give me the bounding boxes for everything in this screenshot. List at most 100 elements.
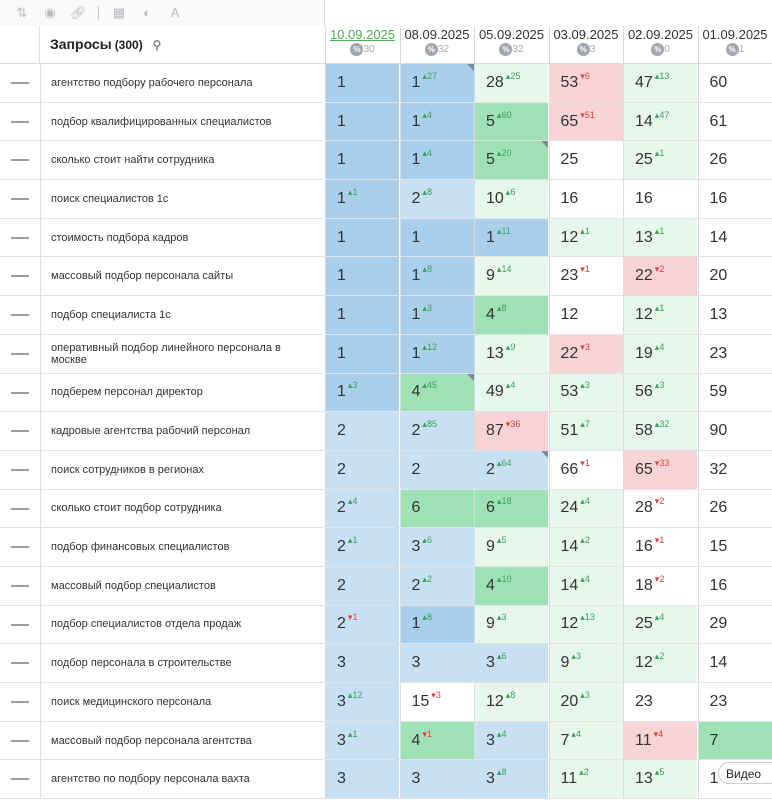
date-column-header[interactable]: 03.09.2025% 3 bbox=[548, 26, 623, 64]
position-cell[interactable]: 23 bbox=[697, 334, 772, 373]
position-cell[interactable]: 12 bbox=[548, 296, 623, 334]
row-handle-icon[interactable] bbox=[11, 314, 29, 317]
table-row[interactable]: агентство подбору рабочего персонала 1 1 ▴2… bbox=[0, 64, 772, 103]
position-cell[interactable]: 87 ▾36 bbox=[474, 412, 548, 450]
position-cell[interactable]: 3 ▴1 bbox=[325, 721, 399, 760]
query-keyword[interactable]: подбор персонала в строительстве bbox=[51, 657, 232, 670]
table-row[interactable]: стоимость подбора кадров 1 1 1 ▴11 12 ▴1 13 ▴1 14 bbox=[0, 218, 772, 258]
row-handle-icon[interactable] bbox=[11, 198, 29, 201]
note-corner-icon[interactable] bbox=[541, 141, 548, 149]
position-cell[interactable]: 26 bbox=[697, 489, 772, 528]
position-cell[interactable]: 15 bbox=[697, 528, 772, 566]
row-handle-icon[interactable] bbox=[11, 507, 29, 510]
position-cell[interactable]: 1 ▴27 bbox=[399, 64, 474, 102]
position-cell[interactable]: 1 bbox=[325, 64, 399, 102]
position-cell[interactable]: 58 ▴32 bbox=[623, 412, 697, 450]
table-row[interactable]: поиск медицинского персонала 3 ▴12 15 ▾3 12 ▴8… bbox=[0, 683, 772, 722]
table-row[interactable]: сколько стоит найти сотрудника 1 1 ▴4 5 ▴20 25… bbox=[0, 141, 772, 181]
position-cell[interactable]: 13 ▴5 bbox=[623, 760, 697, 799]
position-cell[interactable]: 16 bbox=[697, 566, 772, 605]
row-handle-icon[interactable] bbox=[11, 468, 29, 471]
date-column-header[interactable]: 10.09.2025% 30 bbox=[325, 26, 399, 64]
table-row[interactable]: кадровые агентства рабочий персонал 2 2 ▴85… bbox=[0, 412, 772, 451]
position-cell[interactable]: 14 ▴4 bbox=[548, 566, 623, 605]
position-cell[interactable]: 20 bbox=[697, 257, 772, 296]
query-keyword[interactable]: поиск специалистов 1с bbox=[51, 192, 169, 205]
position-cell[interactable]: 3 ▴6 bbox=[474, 644, 548, 682]
row-handle-icon[interactable] bbox=[11, 120, 29, 123]
table-row[interactable]: сколько стоит подбор сотрудника 2 ▴4 6 6 ▴18 2… bbox=[0, 489, 772, 529]
position-cell[interactable]: 3 ▴4 bbox=[474, 721, 548, 760]
position-cell[interactable]: 16 bbox=[548, 180, 623, 218]
position-cell[interactable]: 1 bbox=[325, 257, 399, 296]
query-keyword[interactable]: подбор финансовых специалистов bbox=[51, 541, 230, 554]
link-icon[interactable]: 🔗︎ bbox=[70, 5, 87, 20]
row-handle-icon[interactable] bbox=[11, 159, 29, 162]
query-keyword[interactable]: массовый подбор персонала агентства bbox=[51, 734, 252, 747]
position-cell[interactable]: 1 bbox=[399, 218, 474, 257]
query-keyword[interactable]: поиск медицинского персонала bbox=[51, 695, 212, 708]
row-handle-icon[interactable] bbox=[11, 275, 29, 278]
position-cell[interactable]: 5 ▴20 bbox=[474, 141, 548, 180]
position-cell[interactable]: 2 ▴2 bbox=[399, 566, 474, 605]
position-cell[interactable]: 12 ▴1 bbox=[623, 296, 697, 334]
table-row[interactable]: агентство по подбору персонала вахта 3 3 3 ▴… bbox=[0, 760, 772, 800]
query-keyword[interactable]: подбор специалистов отдела продаж bbox=[51, 618, 242, 631]
position-cell[interactable]: 22 ▾2 bbox=[623, 257, 697, 296]
note-corner-icon[interactable] bbox=[466, 373, 474, 381]
position-cell[interactable]: 1 ▴4 bbox=[399, 141, 474, 180]
position-cell[interactable]: 3 bbox=[399, 760, 474, 799]
query-keyword[interactable]: массовый подбор специалистов bbox=[51, 579, 216, 592]
note-corner-icon[interactable] bbox=[541, 450, 548, 458]
position-cell[interactable]: 23 ▾1 bbox=[548, 257, 623, 296]
sort-icon[interactable]: ⇅ bbox=[16, 5, 28, 20]
date-column-header[interactable]: 05.09.2025% 32 bbox=[474, 26, 548, 64]
position-cell[interactable]: 4 ▾1 bbox=[399, 721, 474, 760]
table-row[interactable]: поиск сотрудников в регионах 2 2 2 ▴64 66 ▾1 65… bbox=[0, 450, 772, 490]
position-cell[interactable]: 1 ▴8 bbox=[399, 605, 474, 644]
row-handle-icon[interactable] bbox=[11, 623, 29, 626]
position-cell[interactable]: 3 ▴8 bbox=[474, 760, 548, 799]
query-keyword[interactable]: поиск сотрудников в регионах bbox=[51, 463, 204, 476]
position-cell[interactable]: 10 ▴6 bbox=[474, 180, 548, 218]
position-cell[interactable]: 12 ▴8 bbox=[474, 683, 548, 721]
position-cell[interactable]: 53 ▾6 bbox=[548, 64, 623, 102]
position-cell[interactable]: 66 ▾1 bbox=[548, 450, 623, 489]
position-cell[interactable]: 61 bbox=[697, 102, 772, 141]
position-cell[interactable]: 90 bbox=[697, 412, 772, 450]
position-cell[interactable]: 1 bbox=[325, 141, 399, 180]
position-cell[interactable]: 14 ▴47 bbox=[623, 102, 697, 141]
table-row[interactable]: массовый подбор специалистов 2 2 ▴2 4 ▴10 14 ▴4… bbox=[0, 566, 772, 606]
position-cell[interactable]: 2 bbox=[399, 450, 474, 489]
table-row[interactable]: массовый подбор персонала агентства 3 ▴1 4 ▾… bbox=[0, 721, 772, 761]
row-handle-icon[interactable] bbox=[11, 430, 29, 433]
row-handle-icon[interactable] bbox=[11, 739, 29, 742]
position-cell[interactable]: 9 ▴3 bbox=[474, 605, 548, 644]
table-row[interactable]: поиск специалистов 1с 1 ▴1 2 ▴8 10 ▴6 16 16 16 bbox=[0, 180, 772, 219]
position-cell[interactable]: 59 bbox=[697, 373, 772, 412]
position-cell[interactable]: 25 bbox=[548, 141, 623, 180]
position-cell[interactable]: 1 ▴4 bbox=[399, 102, 474, 141]
position-cell[interactable]: 14 bbox=[697, 218, 772, 257]
position-cell[interactable]: 11 ▴2 bbox=[548, 760, 623, 799]
position-cell[interactable]: 7 bbox=[697, 721, 772, 760]
query-keyword[interactable]: агентство по подбору персонала вахта bbox=[51, 773, 250, 786]
position-cell[interactable]: 1 bbox=[325, 218, 399, 257]
row-handle-icon[interactable] bbox=[11, 778, 29, 781]
position-cell[interactable]: 2 bbox=[325, 566, 399, 605]
row-handle-icon[interactable] bbox=[11, 662, 29, 665]
row-handle-icon[interactable] bbox=[11, 82, 29, 84]
position-cell[interactable]: 19 ▴4 bbox=[623, 334, 697, 373]
row-handle-icon[interactable] bbox=[11, 391, 29, 394]
position-cell[interactable]: 5 ▴60 bbox=[474, 102, 548, 141]
position-cell[interactable]: 12 ▴13 bbox=[548, 605, 623, 644]
note-corner-icon[interactable] bbox=[466, 64, 474, 71]
position-cell[interactable]: 51 ▴7 bbox=[548, 412, 623, 450]
position-cell[interactable]: 1 ▴8 bbox=[399, 257, 474, 296]
position-cell[interactable]: 23 bbox=[697, 683, 772, 721]
position-cell[interactable]: 65 ▾33 bbox=[623, 450, 697, 489]
position-cell[interactable]: 4 ▴45 bbox=[399, 373, 474, 412]
position-cell[interactable]: 12 ▴1 bbox=[548, 218, 623, 257]
row-handle-icon[interactable] bbox=[11, 546, 29, 549]
query-keyword[interactable]: массовый подбор персонала сайты bbox=[51, 270, 234, 283]
